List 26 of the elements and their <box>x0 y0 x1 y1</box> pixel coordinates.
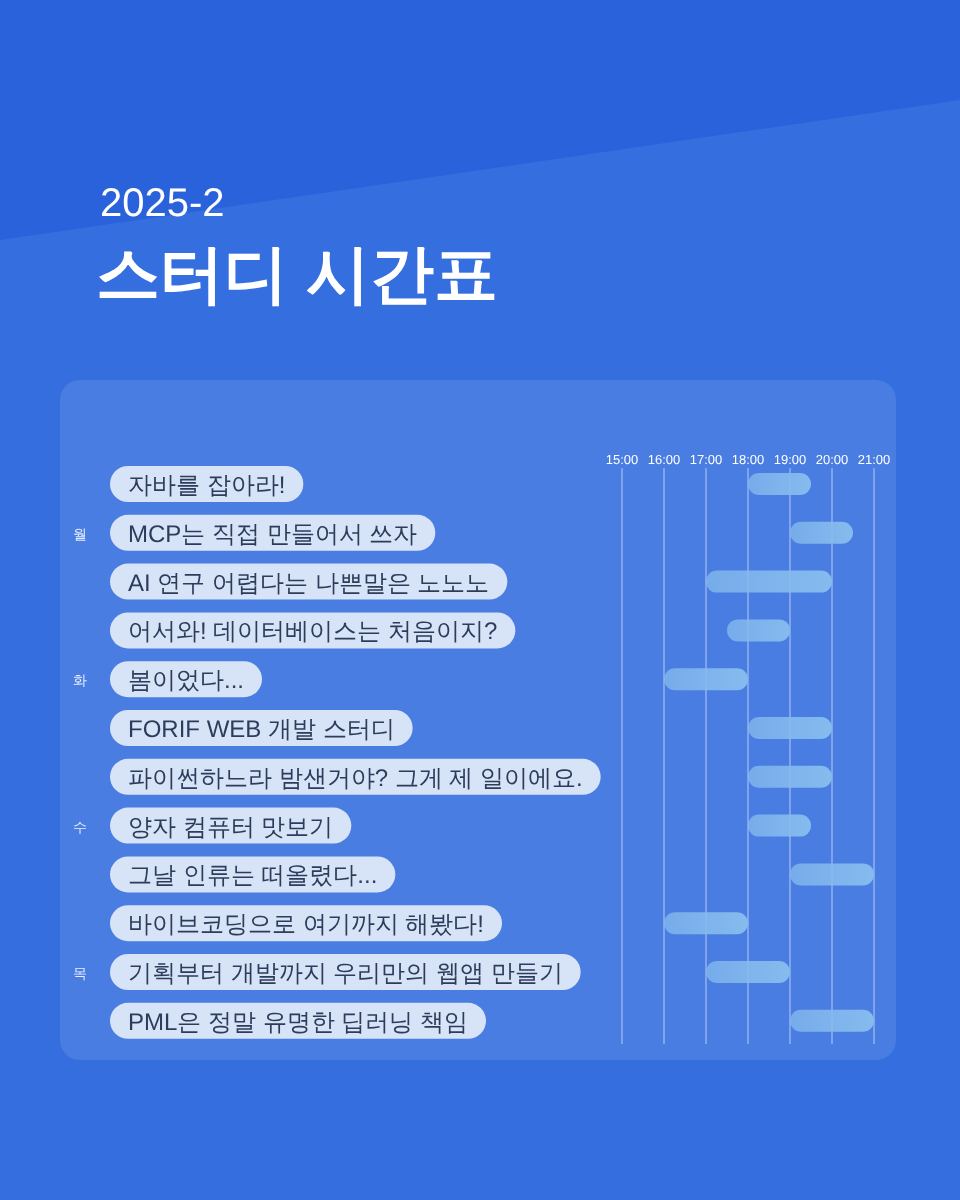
bar <box>727 619 790 642</box>
bar <box>664 912 748 935</box>
bar <box>664 668 748 691</box>
y-tick-label: PML은 정말 유명한 딥러닝 책임 <box>128 1007 469 1036</box>
y-tick-label: 양자 컴퓨터 맛보기 <box>128 812 334 841</box>
bar <box>706 961 790 983</box>
bar <box>790 863 874 886</box>
bar <box>790 521 853 544</box>
y-tick-label: FORIF WEB 개발 스터디 <box>128 715 395 743</box>
y-tick-label: 어서와! 데이터베이스는 처음이지? <box>128 617 498 646</box>
y-tick-label: 바이브코딩으로 여기까지 해봤다! <box>128 910 485 939</box>
bar <box>748 765 832 788</box>
bar <box>748 814 811 837</box>
y-tick-label: 봄이었다... <box>128 666 245 695</box>
y-tick-label: MCP는 직접 만들어서 쓰자 <box>128 519 418 548</box>
y-tick-label: 파이썬하느라 밤샌거야? 그게 제 일이에요. <box>128 763 583 792</box>
bar <box>748 717 832 739</box>
bar <box>790 1009 874 1032</box>
y-tick-label: 기획부터 개발까지 우리만의 웹앱 만들기 <box>128 959 563 987</box>
text: 2025-2 <box>100 182 225 226</box>
y-tick-label: AI 연구 어렵다는 나쁜말은 노노노 <box>128 568 490 597</box>
bar <box>706 570 832 593</box>
chart-title: 스터디 시간표 <box>96 238 498 310</box>
y-tick-label: 그날 인류는 떠올렸다... <box>128 861 378 890</box>
y-tick-label: 자바를 잡아라! <box>128 471 286 499</box>
bar <box>748 473 811 495</box>
